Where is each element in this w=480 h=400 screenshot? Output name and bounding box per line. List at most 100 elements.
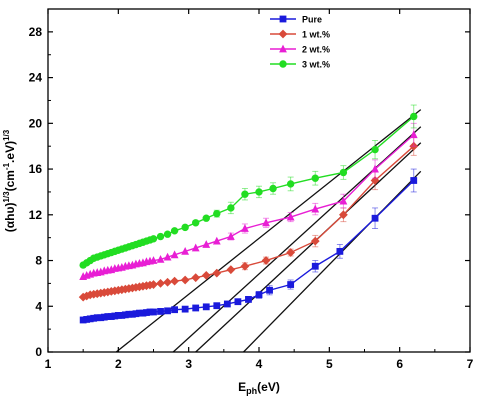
data-point [100, 313, 108, 321]
legend-label: 1 wt.% [302, 30, 330, 40]
data-point [226, 232, 235, 240]
data-point [136, 309, 143, 317]
data-point [339, 196, 348, 205]
data-point [139, 309, 147, 317]
data-point [266, 286, 273, 294]
legend: Pure 1 wt.% 2 wt.% 3 wt.% [270, 15, 330, 70]
data-point [223, 300, 231, 308]
x-tick-label: 5 [326, 357, 333, 371]
data-point [93, 314, 101, 322]
data-point [111, 312, 119, 320]
x-axis-title: Eph(eV) [238, 380, 280, 396]
data-point [157, 308, 164, 315]
data-point [311, 204, 320, 213]
series-2 [79, 122, 418, 280]
data-point [286, 180, 295, 188]
data-point [410, 112, 418, 121]
fit-line [195, 142, 422, 353]
data-point [181, 305, 189, 313]
legend-label: 2 wt.% [302, 45, 330, 55]
legend-label: 3 wt.% [302, 60, 330, 70]
x-tick-label: 2 [115, 357, 122, 371]
data-point [170, 276, 179, 286]
x-tick-label: 6 [396, 357, 403, 371]
y-tick-label: 20 [29, 116, 43, 130]
data-point [202, 303, 210, 311]
y-tick-label: 4 [35, 299, 42, 313]
data-point [212, 268, 222, 278]
data-point [171, 306, 178, 314]
data-point [104, 313, 112, 320]
data-point [262, 218, 270, 227]
data-point [107, 313, 115, 320]
legend-marker [279, 60, 287, 68]
data-point [180, 275, 190, 285]
data-point [149, 235, 158, 243]
data-point [371, 145, 379, 154]
data-point [269, 184, 277, 193]
data-point [132, 310, 140, 318]
data-point [97, 314, 105, 322]
data-point [181, 246, 190, 255]
data-point [255, 188, 263, 196]
data-point [213, 209, 221, 218]
data-point [202, 214, 210, 222]
data-point [146, 308, 154, 316]
data-point [150, 308, 157, 316]
y-tick-label: 28 [29, 25, 43, 39]
data-point [286, 212, 295, 221]
data-point [241, 224, 249, 232]
data-point [287, 281, 295, 288]
data-point [125, 310, 133, 318]
data-point [409, 130, 418, 139]
data-point [163, 230, 172, 238]
data-point [245, 296, 252, 303]
series-1 [78, 136, 419, 302]
data-point [226, 265, 236, 275]
series-line [82, 134, 415, 278]
legend-label: Pure [302, 15, 322, 25]
data-point [156, 254, 165, 263]
data-point [191, 273, 201, 283]
data-point [156, 279, 165, 288]
data-point [339, 210, 348, 220]
series-line [82, 145, 415, 298]
y-tick-label: 8 [35, 254, 42, 268]
data-point [86, 315, 94, 323]
data-point [163, 277, 172, 287]
data-point [227, 204, 235, 212]
data-point [181, 223, 189, 232]
y-tick-label: 0 [35, 345, 42, 359]
legend-marker [278, 29, 288, 39]
data-point [121, 311, 129, 319]
data-point [311, 174, 319, 182]
data-point [286, 248, 296, 257]
data-point [255, 291, 263, 299]
series-0 [79, 168, 418, 324]
fit-line [243, 170, 422, 353]
data-point [163, 252, 172, 261]
data-point [83, 316, 91, 323]
data-point [129, 310, 136, 318]
legend-marker [279, 44, 287, 53]
data-point [336, 247, 344, 255]
data-point [191, 243, 200, 252]
data-point [170, 227, 179, 235]
data-point [192, 304, 200, 312]
data-point [371, 164, 379, 173]
data-point [410, 177, 418, 184]
data-point [241, 190, 249, 198]
data-point [192, 219, 200, 227]
y-axis-title: (αhυ)1/3(cm-1.eV)1/3 [2, 129, 17, 232]
data-point [78, 292, 88, 302]
data-point [170, 250, 179, 259]
series-3 [79, 104, 418, 269]
x-tick-label: 4 [256, 357, 263, 371]
data-point [114, 312, 122, 319]
data-point [79, 316, 87, 324]
data-point [311, 262, 319, 270]
data-point [339, 168, 348, 177]
